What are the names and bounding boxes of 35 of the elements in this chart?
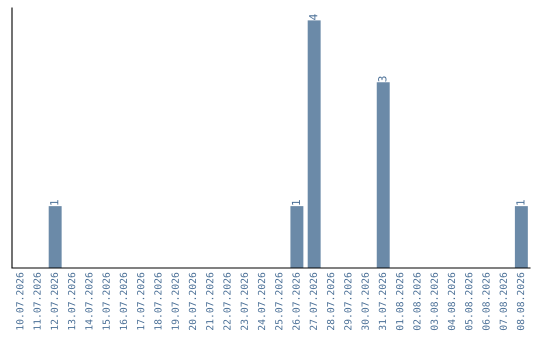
x-tick-label: 29.07.2026 (344, 272, 352, 330)
x-tick-label: 30.07.2026 (361, 272, 369, 330)
x-tick-label: 01.08.2026 (396, 272, 404, 330)
x-tick-label: 24.07.2026 (258, 272, 266, 330)
x-tick-label: 17.07.2026 (136, 272, 144, 330)
data-label: 3 (378, 76, 386, 82)
x-tick-label: 04.08.2026 (448, 272, 456, 330)
x-tick-label: 07.08.2026 (500, 272, 507, 330)
data-label: 1 (292, 200, 300, 205)
x-tick-label: 06.08.2026 (482, 272, 490, 330)
x-tick-label: 12.07.2026 (50, 272, 58, 330)
x-tick-label: 16.07.2026 (120, 272, 128, 330)
x-tick-label: 20.07.2026 (188, 272, 196, 330)
x-tick-label: 08.08.2026 (516, 272, 524, 330)
x-tick-label: 05.08.2026 (465, 272, 472, 330)
x-tick-label: 22.07.2026 (223, 272, 231, 330)
x-tick-label: 31.07.2026 (378, 272, 386, 330)
x-tick-label: 19.07.2026 (172, 272, 179, 330)
x-tick-label: 14.07.2026 (85, 272, 93, 330)
data-label: 4 (309, 14, 318, 20)
data-label: 1 (516, 200, 524, 205)
x-tick-label: 21.07.2026 (206, 272, 214, 330)
x-tick-label: 15.07.2026 (102, 272, 110, 330)
x-tick-label: 26.07.2026 (292, 272, 300, 330)
x-tick-label: 23.07.2026 (240, 272, 248, 330)
data-label: 1 (50, 200, 58, 205)
x-tick-label: 03.08.2026 (430, 272, 438, 330)
x-tick-label: 10.07.2026 (16, 272, 24, 330)
x-tick-label: 02.08.2026 (413, 272, 421, 330)
x-tick-label: 11.07.2026 (33, 272, 41, 330)
x-tick-label: 27.07.2026 (310, 272, 318, 330)
x-tick-label: 25.07.2026 (275, 272, 282, 330)
x-tick-label: 13.07.2026 (68, 272, 76, 330)
x-tick-label: 28.07.2026 (326, 272, 334, 330)
x-tick-label: 18.07.2026 (154, 272, 162, 330)
